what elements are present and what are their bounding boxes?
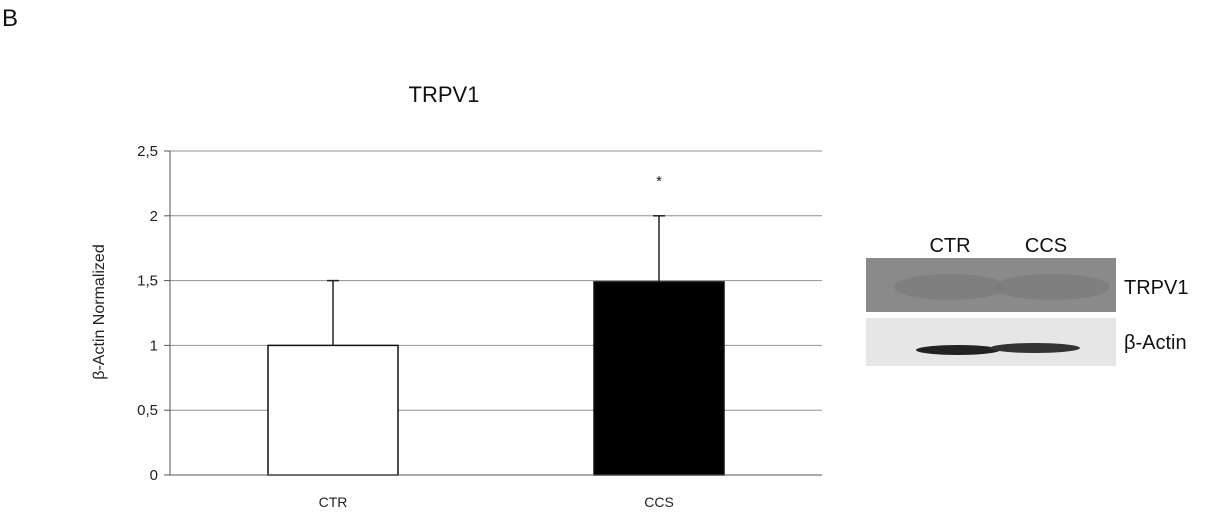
- panel-label: B: [2, 5, 18, 32]
- x-tick-label: CCS: [644, 494, 674, 510]
- y-tick-label: 1: [150, 337, 158, 354]
- y-tick-label: 0: [150, 467, 158, 484]
- bars: *: [267, 173, 725, 476]
- actin-band: [916, 345, 1000, 355]
- y-tick-label: 2,5: [137, 143, 158, 160]
- x-tick-label: CTR: [319, 494, 348, 510]
- y-tick-label: 0,5: [137, 402, 158, 419]
- y-tick-label: 1,5: [137, 273, 158, 290]
- y-axis-label: β-Actin Normalized: [91, 244, 108, 379]
- trpv1-band: [994, 274, 1110, 300]
- trpv1-band: [894, 274, 1006, 300]
- blot-lane-label: CCS: [1025, 235, 1067, 257]
- blot-band-label: TRPV1: [1124, 277, 1188, 299]
- western-blot: CTR CCS TRPV1 β-Actin: [866, 235, 1188, 366]
- actin-band-strip: [866, 318, 1116, 366]
- actin-band: [990, 343, 1080, 353]
- bar-ctr: [267, 344, 399, 476]
- significance-marker: *: [656, 173, 662, 190]
- blot-band-label: β-Actin: [1124, 332, 1187, 354]
- axes: 0 0,5 1 1,5 2 2,5 CTR CCS: [137, 143, 822, 510]
- chart-title: TRPV1: [409, 82, 480, 107]
- blot-lane-label: CTR: [929, 235, 970, 257]
- y-tick-label: 2: [150, 208, 158, 225]
- bar-ccs: [593, 281, 725, 476]
